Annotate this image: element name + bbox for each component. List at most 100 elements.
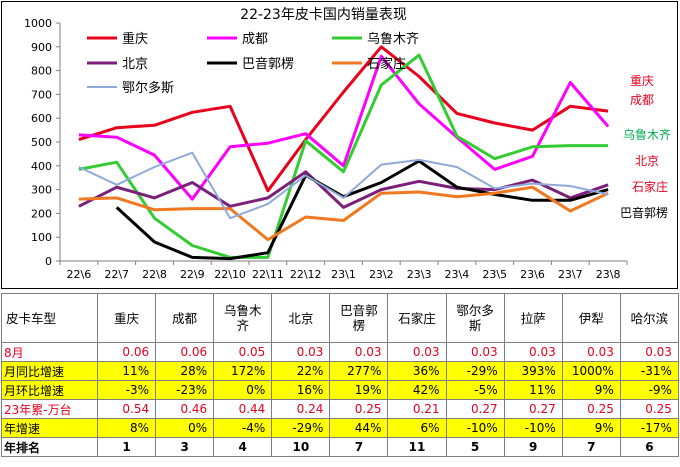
city-header: 伊犁 [561, 293, 621, 343]
x-tick-label: 22\7 [104, 268, 129, 281]
table-cell: 0.06 [155, 342, 215, 362]
table-cell: 3 [155, 437, 215, 457]
end-label: 重庆 [630, 74, 654, 88]
table-cell: 1 [96, 437, 157, 457]
x-tick-label: 23\3 [407, 268, 432, 281]
table-cell: 0.46 [155, 399, 215, 419]
y-tick-label: 700 [31, 88, 52, 101]
table-cell: 7 [561, 437, 621, 457]
table-cell: 0.03 [503, 342, 563, 362]
x-tick-label: 23\4 [445, 268, 470, 281]
table-cell: 10 [271, 437, 331, 457]
y-tick-label: 400 [31, 160, 52, 173]
table-cell: 9 [503, 437, 563, 457]
table-cell: 0.25 [561, 399, 621, 419]
table-cell: 7 [329, 437, 389, 457]
table-cell: 4 [213, 437, 273, 457]
table-cell: 0.44 [213, 399, 273, 419]
chart-title: 22-23年皮卡国内销量表现 [240, 7, 407, 23]
table-row: 月同比增速 11% 28% 172% 22% 277% 36% -29% 393% 1000% -3… [1, 361, 679, 381]
table-cell: 0.03 [561, 342, 621, 362]
table-cell: 0.03 [329, 342, 389, 362]
x-tick-label: 23\2 [369, 268, 394, 281]
series-line-5 [78, 185, 609, 242]
y-tick-label: 900 [31, 41, 52, 54]
city-header: 石家庄 [387, 293, 447, 343]
legend-label: 乌鲁木齐 [367, 31, 419, 47]
city-header: 重庆 [96, 293, 157, 343]
table-cell: 36% [387, 361, 447, 381]
row-label: 月同比增速 [1, 361, 98, 381]
table-cell: 9% [561, 418, 621, 438]
table-row: 月环比增速 -3% -23% 0% 16% 19% 42% -5% 11% 9% -9% [1, 380, 679, 400]
table-cell: 44% [329, 418, 389, 438]
line-chart: 22-23年皮卡国内销量表现 0 100 200 300 400 500 600 700 800 9… [24, 7, 671, 281]
table-cell: 6% [387, 418, 447, 438]
table-cell: -10% [503, 418, 563, 438]
legend-label: 石家庄 [367, 56, 406, 72]
table-cell: 1000% [561, 361, 621, 381]
legend-label: 巴音郭楞 [242, 56, 294, 72]
table-cell: -4% [213, 418, 273, 438]
table-cell: -10% [445, 418, 505, 438]
end-label: 巴音郭楞 [620, 205, 668, 220]
legend-label: 重庆 [122, 31, 148, 47]
table-cell: 11% [96, 361, 157, 381]
table-row: 8月 0.06 0.06 0.05 0.03 0.03 0.03 0.03 0.03 0.03 0.… [1, 342, 679, 362]
x-tick-label: 23\1 [331, 268, 356, 281]
city-header: 巴音郭 楞 [329, 293, 389, 343]
table-cell: -9% [619, 380, 679, 400]
table-cell: 19% [329, 380, 389, 400]
city-header: 拉萨 [503, 293, 563, 343]
row-label: 年排名 [1, 437, 98, 457]
legend-label: 成都 [242, 32, 268, 47]
row-label: 月环比增速 [1, 380, 98, 400]
table-cell: 16% [271, 380, 331, 400]
table-cell: 0.06 [96, 342, 157, 362]
table-cell: 0.03 [445, 342, 505, 362]
y-tick-label: 500 [31, 136, 52, 149]
x-tick-label: 23\5 [482, 268, 507, 281]
end-label: 成都 [630, 93, 654, 107]
y-tick-label: 800 [31, 65, 52, 78]
table-cell: 0.21 [387, 399, 447, 419]
table-cell: -3% [96, 380, 157, 400]
x-tick-label: 22\11 [252, 268, 284, 281]
sales-table: 皮卡车型 重庆 成都 乌鲁木 齐北京 巴音郭 楞石家庄 鄂尔多 斯拉萨 伊犁 哈尔滨 8月 0.0… [1, 293, 679, 457]
table-cell: 8% [96, 418, 157, 438]
legend-label: 北京 [122, 57, 148, 72]
table-cell: 0.05 [213, 342, 273, 362]
city-header: 成都 [155, 293, 215, 343]
x-tick-label: 22\8 [142, 268, 167, 281]
end-label: 乌鲁木齐 [623, 127, 671, 142]
table-cell: 6 [619, 437, 679, 457]
table-cell: 9% [561, 380, 621, 400]
table-cell: 0% [155, 418, 215, 438]
x-tick-label: 22\6 [67, 268, 92, 281]
table-cell: 22% [271, 361, 331, 381]
row-label: 8月 [1, 342, 98, 362]
city-header: 哈尔滨 [619, 293, 679, 343]
table-cell: 5 [445, 437, 505, 457]
table-row: 年排名 1 3 4 10 7 11 5 9 7 6 [1, 437, 679, 457]
table-cell: -5% [445, 380, 505, 400]
row-label: 年增速 [1, 418, 98, 438]
x-tick-label: 22\9 [180, 268, 205, 281]
table-header-row: 皮卡车型 重庆 成都 乌鲁木 齐北京 巴音郭 楞石家庄 鄂尔多 斯拉萨 伊犁 哈尔滨 [1, 293, 679, 343]
series-line-3 [78, 170, 609, 209]
y-tick-label: 200 [31, 207, 52, 220]
table-cell: 0% [213, 380, 273, 400]
x-tick-label: 22\12 [290, 268, 322, 281]
table-cell: 11 [387, 437, 447, 457]
x-tick-label: 23\7 [558, 268, 583, 281]
table-cell: -31% [619, 361, 679, 381]
table-cell: 28% [155, 361, 215, 381]
table-cell: 277% [329, 361, 389, 381]
table-cell: 0.27 [503, 399, 563, 419]
series-line-6 [78, 151, 609, 220]
city-header: 北京 [271, 293, 331, 343]
row-label: 23年累-万台 [1, 399, 98, 419]
table-cell: 0.27 [445, 399, 505, 419]
y-tick-label: 600 [31, 112, 52, 125]
table-cell: 0.03 [619, 342, 679, 362]
